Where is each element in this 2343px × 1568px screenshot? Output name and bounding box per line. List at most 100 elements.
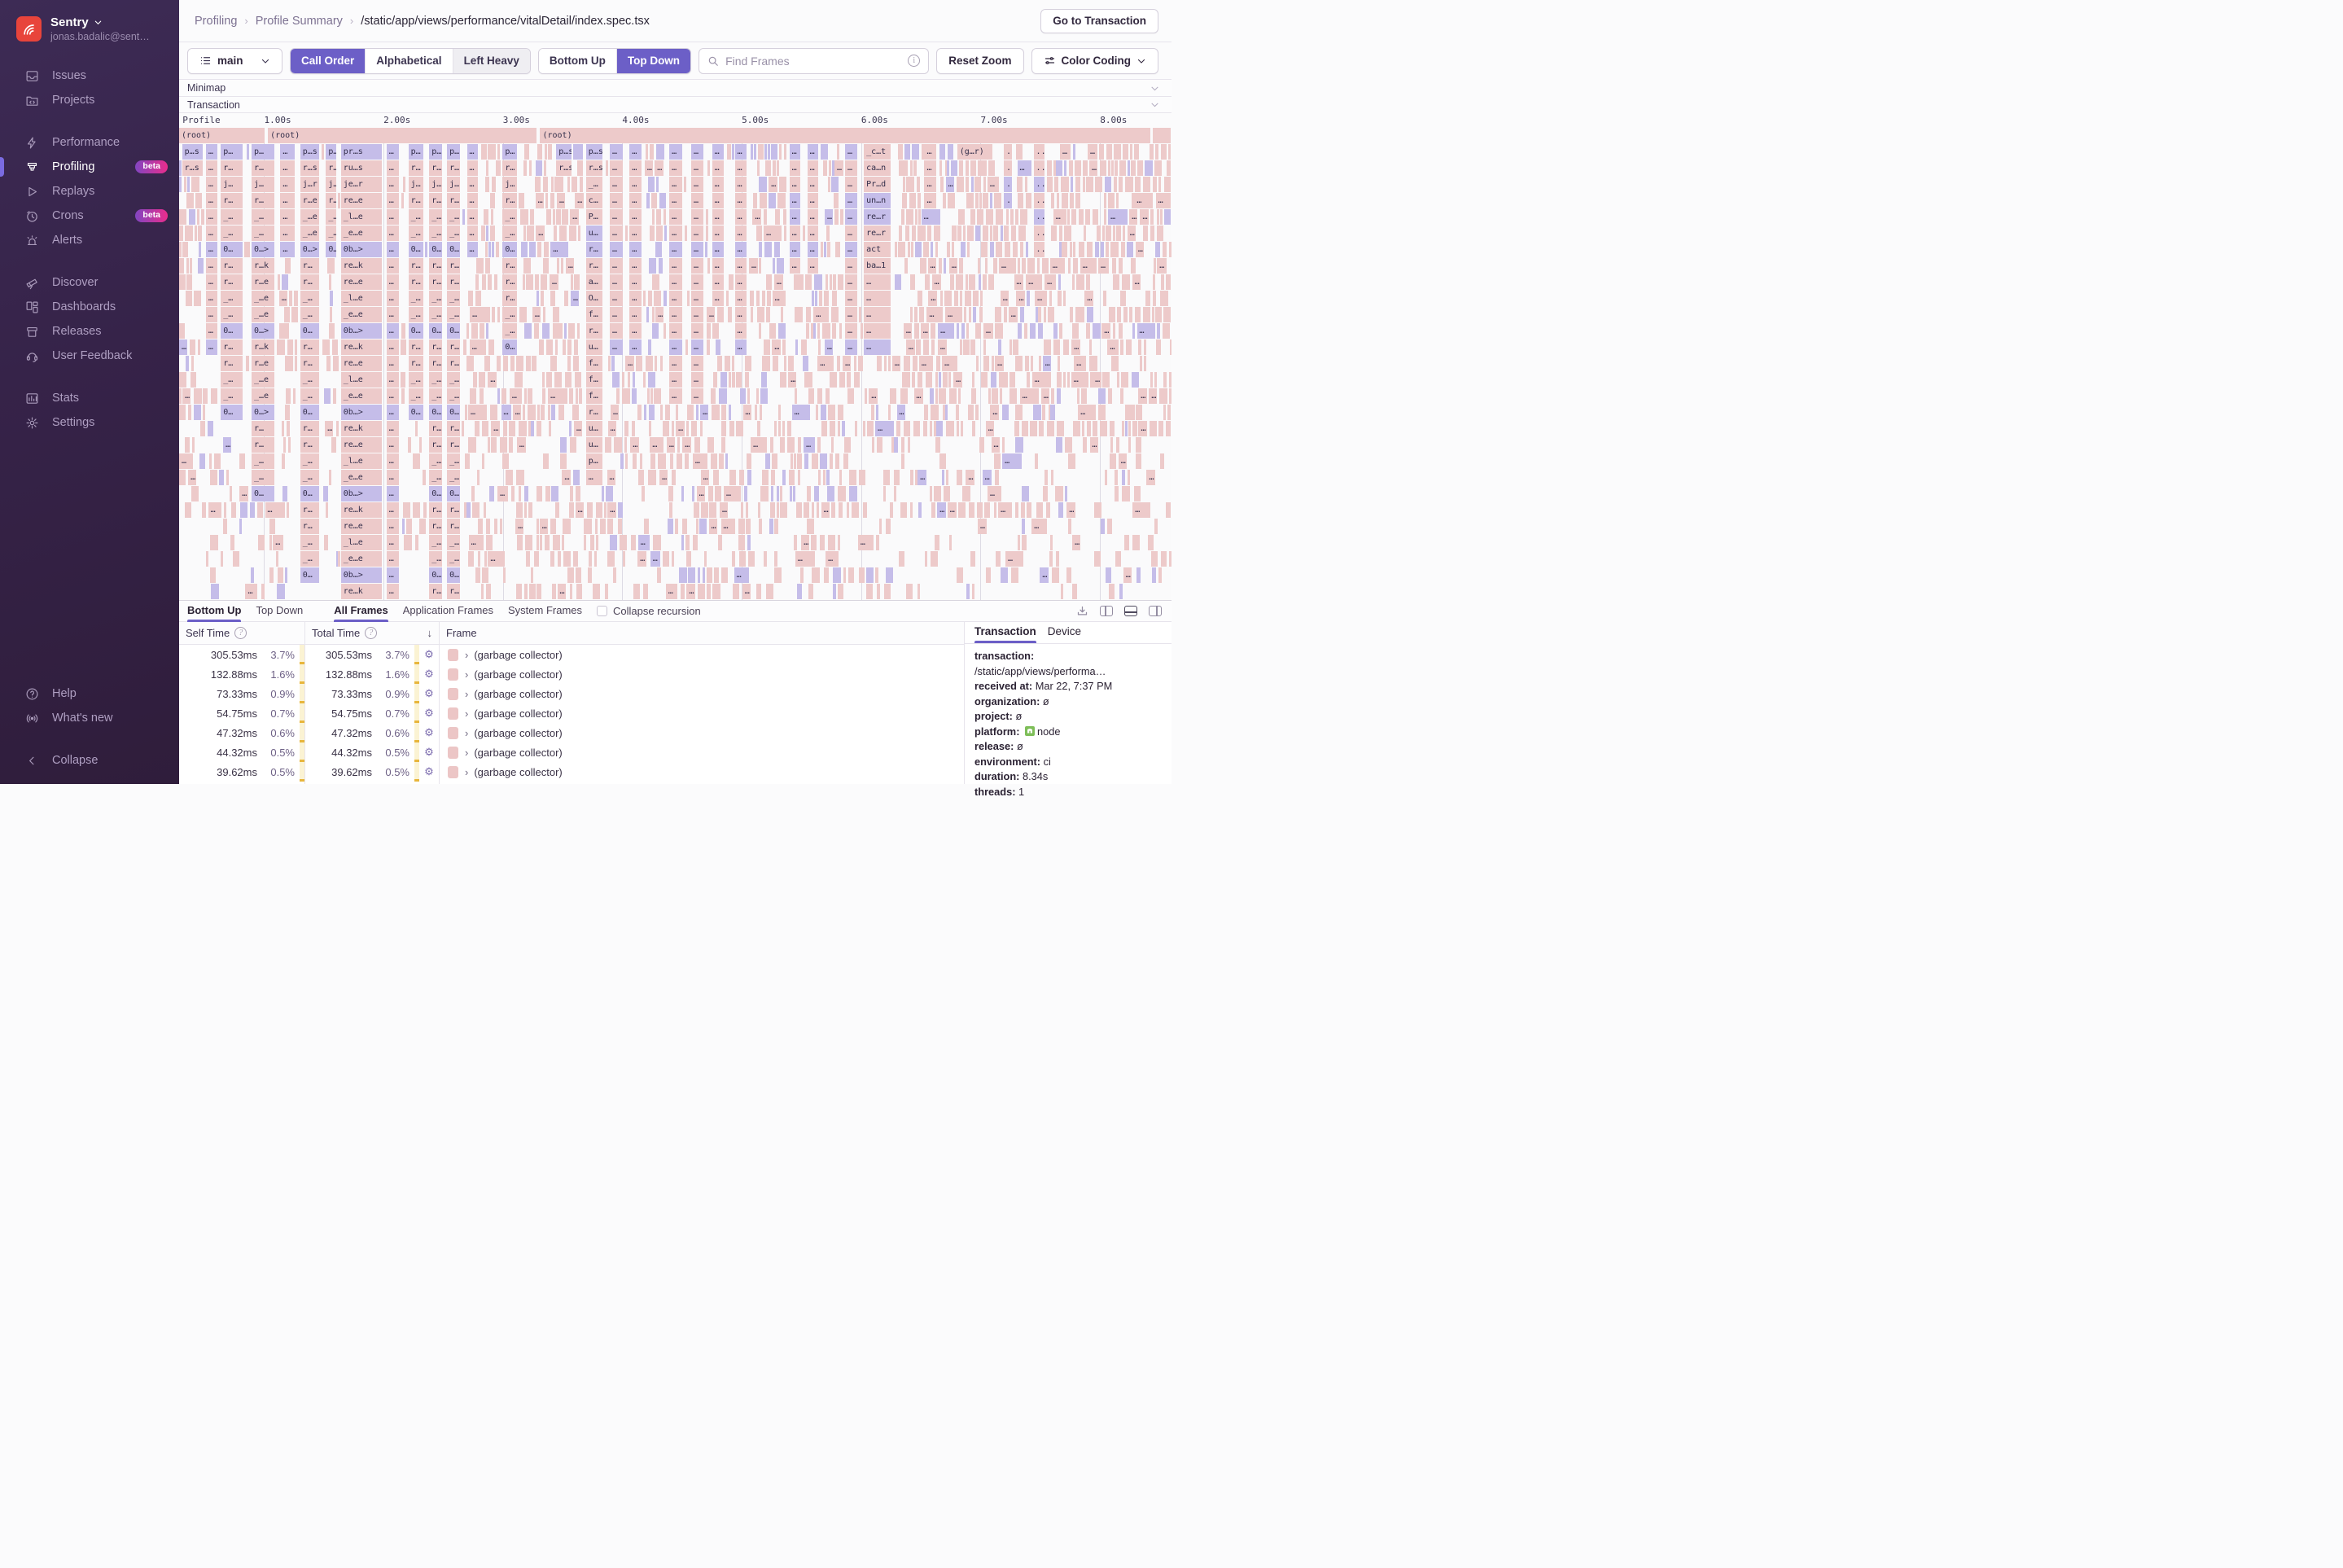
flame-frame[interactable] [957,209,966,225]
flame-frame[interactable]: … [223,437,232,453]
flame-frame[interactable] [962,226,966,241]
table-row-frame[interactable]: › (garbage collector) [440,742,964,762]
flame-frame[interactable]: 0… [447,486,461,501]
flame-frame[interactable]: … [945,177,955,192]
flame-frame[interactable] [1061,242,1067,257]
flame-frame[interactable] [915,470,918,485]
flame-frame[interactable]: … [844,160,857,176]
flame-frame[interactable] [560,258,563,274]
flame-frame[interactable] [523,502,527,518]
flame-frame[interactable] [959,258,964,274]
flame-frame[interactable] [898,160,901,176]
flame-frame[interactable] [1010,567,1019,583]
flame-frame[interactable] [675,405,679,420]
flame-frame[interactable]: 0… [300,405,320,420]
flame-frame[interactable] [817,388,823,404]
flame-frame[interactable]: .. [1033,160,1045,176]
go-to-transaction-button[interactable]: Go to Transaction [1040,8,1158,33]
flame-frame[interactable]: _l…e [340,535,382,550]
flame-frame[interactable] [328,323,335,339]
flame-frame[interactable] [468,437,476,453]
flame-frame[interactable] [587,502,593,518]
flame-frame[interactable]: f… [585,307,602,322]
flame-frame[interactable]: … [386,502,399,518]
flame-frame[interactable]: r… [408,356,424,371]
flame-frame[interactable]: … [669,242,683,257]
flame-frame[interactable] [778,177,782,192]
frame-header[interactable]: Frame [440,622,964,644]
flame-frame[interactable] [957,226,961,241]
flame-frame[interactable] [496,160,501,176]
flame-frame[interactable]: … [630,437,639,453]
flame-frame[interactable] [993,258,997,274]
flame-frame[interactable] [546,209,551,225]
flame-frame[interactable]: … [1089,437,1099,453]
flame-frame[interactable]: … [562,470,571,485]
flame-frame[interactable] [287,421,291,436]
flame-frame[interactable]: … [998,502,1012,518]
flame-frame[interactable]: … [466,209,479,225]
flame-frame[interactable] [423,502,427,518]
flame-frame[interactable] [476,470,480,485]
flame-frame[interactable] [1120,291,1127,306]
flame-frame[interactable] [659,356,663,371]
flame-frame[interactable] [821,323,830,339]
flame-frame[interactable] [486,323,489,339]
flame-frame[interactable] [543,307,546,322]
flame-frame[interactable] [1049,160,1053,176]
flame-frame[interactable]: … [470,307,490,322]
flame-frame[interactable] [576,323,580,339]
flame-frame[interactable] [1158,177,1161,192]
flame-frame[interactable] [179,226,183,241]
flame-frame[interactable] [900,502,907,518]
flame-frame[interactable] [1030,323,1036,339]
flame-frame[interactable] [655,226,663,241]
flame-frame[interactable] [956,421,959,436]
flame-frame[interactable]: … [607,502,616,518]
flame-frame[interactable]: r… [300,258,320,274]
flame-frame[interactable] [257,535,265,550]
flame-frame[interactable] [594,519,598,534]
flame-frame[interactable] [564,372,572,388]
flame-frame[interactable] [917,291,923,306]
flame-frame[interactable] [663,421,666,436]
table-row-total[interactable]: 44.32ms 0.5% ⚙ [305,742,439,762]
flame-frame[interactable] [766,584,774,599]
flame-frame[interactable] [993,502,996,518]
flame-frame[interactable] [1120,388,1124,404]
flame-frame[interactable] [293,388,296,404]
flame-frame[interactable] [876,535,879,550]
flame-frame[interactable]: u… [585,437,602,453]
flame-frame[interactable] [954,226,957,241]
flame-root-frame[interactable] [1153,128,1171,143]
flame-frame[interactable]: 0… [447,242,461,257]
flame-frame[interactable]: .. [1033,177,1045,192]
flame-frame[interactable] [1024,323,1027,339]
flame-frame[interactable] [179,242,182,257]
flame-frame[interactable]: … [548,388,568,404]
flame-frame[interactable] [193,291,202,306]
flame-frame[interactable] [931,502,936,518]
flame-frame[interactable]: … [659,470,668,485]
flame-frame[interactable] [924,405,928,420]
flame-frame[interactable]: _… [447,291,461,306]
flame-frame[interactable]: r… [300,339,320,355]
flame-frame[interactable] [1044,470,1048,485]
flame-frame[interactable]: r… [429,584,443,599]
flame-frame[interactable] [335,551,339,567]
flame-frame[interactable]: 0… [447,323,461,339]
details-tab-transaction[interactable]: Transaction [974,622,1036,643]
flame-frame[interactable] [927,226,932,241]
flame-frame[interactable]: … [807,209,819,225]
flame-frame[interactable] [815,405,818,420]
flame-frame[interactable] [1047,177,1053,192]
flame-frame[interactable]: r… [221,356,243,371]
flame-frame[interactable] [707,323,711,339]
flame-frame[interactable] [550,177,554,192]
flame-frame[interactable] [283,437,287,453]
flame-frame[interactable] [523,405,526,420]
flame-frame[interactable] [817,437,821,453]
flame-frame[interactable]: … [1016,291,1026,306]
flame-frame[interactable] [1152,307,1155,322]
flame-frame[interactable]: … [991,437,1001,453]
